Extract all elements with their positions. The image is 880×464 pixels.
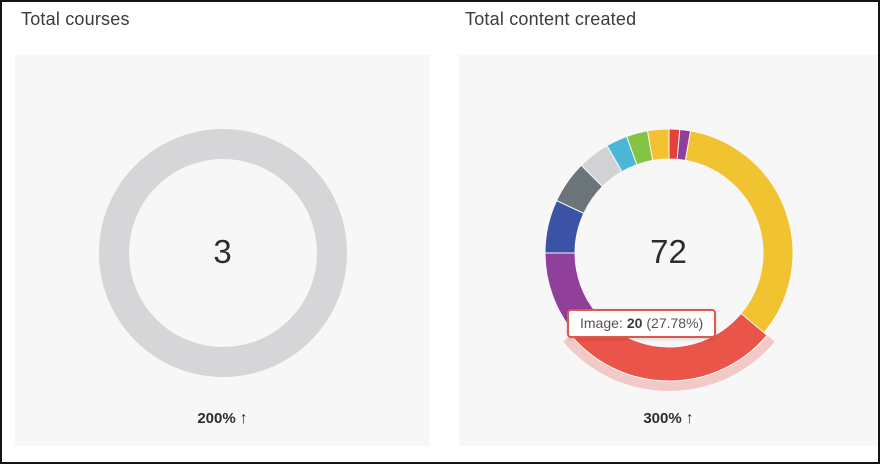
courses-donut-svg[interactable] [73,103,373,403]
up-arrow-icon: ↑ [239,410,248,427]
donut-segment-small-purple[interactable] [676,128,691,162]
courses-growth-indicator: 200% ↑ [15,410,430,428]
content-growth-percent: 300% [643,410,682,427]
content-growth-indicator: 300% ↑ [459,410,878,428]
courses-growth-percent: 200% [197,410,236,427]
tooltip-value: 20 [626,315,643,331]
total-content-title: Total content created [465,9,637,29]
total-content-card: 72 Image: 20 (27.78%) 300% ↑ [459,55,878,446]
tooltip-percent: (27.78%) [646,315,704,331]
segment-tooltip: Image: 20 (27.78%) [567,309,717,338]
donut-segment-courses[interactable] [98,129,347,377]
total-courses-section: Total courses 3 200% ↑ [15,2,430,446]
content-donut-chart[interactable]: 72 Image: 20 (27.78%) [459,55,878,446]
courses-count-value: 3 [213,233,232,271]
donut-segment-yellow[interactable] [684,130,793,334]
total-courses-card: 3 200% ↑ [15,55,430,446]
total-courses-title: Total courses [21,9,130,29]
segment-hover-halo [562,332,775,392]
up-arrow-icon: ↑ [685,410,694,427]
tooltip-label: Image: [580,315,623,331]
content-count-value: 72 [650,233,687,271]
courses-donut-chart[interactable]: 3 [15,55,430,446]
total-content-section: Total content created 72 Image: 20 (27.78%… [459,2,878,446]
